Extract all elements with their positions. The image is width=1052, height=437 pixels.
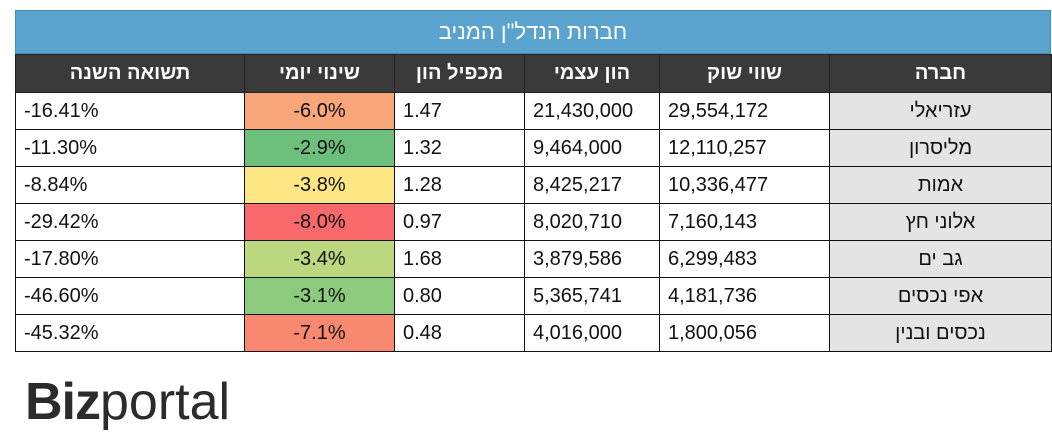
cell-annual-return: -29.42% — [15, 203, 245, 241]
bizportal-logo: Biz portal — [25, 368, 230, 428]
header-daily-change: שינוי יומי — [244, 54, 395, 93]
cell-equity: 8,020,710 — [524, 203, 660, 241]
cell-market-cap: 4,181,736 — [659, 277, 830, 315]
table-row: נכסים ובנין 1,800,056 4,016,000 0.48 -7.1% -4… — [15, 314, 1052, 352]
cell-multiplier: 1.32 — [394, 129, 525, 167]
cell-company: אפי נכסים — [829, 277, 1052, 315]
table-row: אפי נכסים 4,181,736 5,365,741 0.80 -3.1% -46.… — [15, 277, 1052, 315]
cell-equity: 4,016,000 — [524, 314, 660, 352]
real-estate-table: חברות הנדל"ן המניב חברה שווי שוק הון עצמ… — [15, 10, 1052, 352]
table-title: חברות הנדל"ן המניב — [15, 10, 1051, 54]
logo-biz-text: Biz — [25, 373, 101, 431]
cell-market-cap: 12,110,257 — [659, 129, 830, 167]
cell-multiplier: 1.47 — [394, 92, 525, 130]
companies-table: חברה שווי שוק הון עצמי מכפיל הון שינוי י… — [15, 54, 1052, 352]
cell-daily-change: -2.9% — [244, 129, 395, 167]
header-equity: הון עצמי — [524, 54, 660, 93]
table-row: אמות 10,336,477 8,425,217 1.28 -3.8% -8.84% — [15, 166, 1052, 204]
cell-multiplier: 0.48 — [394, 314, 525, 352]
table-body: עזריאלי 29,554,172 21,430,000 1.47 -6.0% -16.… — [15, 92, 1052, 352]
cell-market-cap: 29,554,172 — [659, 92, 830, 130]
cell-company: אמות — [829, 166, 1052, 204]
cell-multiplier: 0.80 — [394, 277, 525, 315]
cell-daily-change: -7.1% — [244, 314, 395, 352]
cell-market-cap: 10,336,477 — [659, 166, 830, 204]
cell-multiplier: 1.28 — [394, 166, 525, 204]
cell-annual-return: -45.32% — [15, 314, 245, 352]
cell-equity: 21,430,000 — [524, 92, 660, 130]
logo-portal-text: portal — [100, 373, 231, 431]
cell-equity: 9,464,000 — [524, 129, 660, 167]
header-company: חברה — [829, 54, 1052, 93]
cell-company: גב ים — [829, 240, 1052, 278]
header-multiplier: מכפיל הון — [394, 54, 525, 93]
cell-company: מליסרון — [829, 129, 1052, 167]
cell-annual-return: -16.41% — [15, 92, 245, 130]
cell-company: עזריאלי — [829, 92, 1052, 130]
table-row: גב ים 6,299,483 3,879,586 1.68 -3.4% -17.80% — [15, 240, 1052, 278]
table-row: עזריאלי 29,554,172 21,430,000 1.47 -6.0% -16.… — [15, 92, 1052, 130]
cell-daily-change: -3.8% — [244, 166, 395, 204]
cell-daily-change: -6.0% — [244, 92, 395, 130]
header-annual-return: תשואה השנה — [15, 54, 245, 93]
cell-market-cap: 1,800,056 — [659, 314, 830, 352]
cell-daily-change: -3.1% — [244, 277, 395, 315]
cell-annual-return: -8.84% — [15, 166, 245, 204]
cell-company: אלוני חץ — [829, 203, 1052, 241]
cell-daily-change: -8.0% — [244, 203, 395, 241]
cell-equity: 3,879,586 — [524, 240, 660, 278]
cell-daily-change: -3.4% — [244, 240, 395, 278]
header-market-cap: שווי שוק — [659, 54, 830, 93]
cell-market-cap: 7,160,143 — [659, 203, 830, 241]
header-row: חברה שווי שוק הון עצמי מכפיל הון שינוי י… — [15, 54, 1052, 93]
cell-company: נכסים ובנין — [829, 314, 1052, 352]
cell-multiplier: 1.68 — [394, 240, 525, 278]
cell-multiplier: 0.97 — [394, 203, 525, 241]
cell-annual-return: -46.60% — [15, 277, 245, 315]
cell-annual-return: -17.80% — [15, 240, 245, 278]
table-row: אלוני חץ 7,160,143 8,020,710 0.97 -8.0% -29.4… — [15, 203, 1052, 241]
cell-equity: 5,365,741 — [524, 277, 660, 315]
cell-equity: 8,425,217 — [524, 166, 660, 204]
cell-market-cap: 6,299,483 — [659, 240, 830, 278]
cell-annual-return: -11.30% — [15, 129, 245, 167]
table-row: מליסרון 12,110,257 9,464,000 1.32 -2.9% -11.3… — [15, 129, 1052, 167]
